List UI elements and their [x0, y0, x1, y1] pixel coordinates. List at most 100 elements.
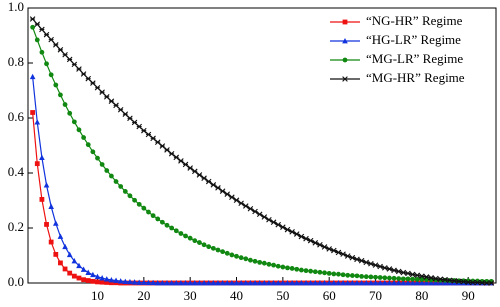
marker — [90, 149, 96, 155]
legend-marker — [342, 76, 348, 82]
marker — [159, 280, 166, 286]
marker — [229, 194, 235, 200]
marker — [192, 280, 198, 286]
marker — [405, 276, 411, 282]
marker — [414, 280, 421, 286]
marker — [108, 276, 115, 283]
marker — [29, 16, 36, 22]
marker — [409, 280, 416, 286]
marker — [164, 280, 170, 286]
marker — [326, 280, 332, 286]
series-line — [32, 76, 492, 284]
marker — [182, 161, 189, 168]
marker — [168, 150, 175, 157]
marker — [136, 123, 142, 130]
marker — [30, 24, 36, 30]
marker — [326, 246, 332, 252]
marker — [321, 280, 328, 286]
marker — [242, 203, 249, 209]
marker — [363, 280, 370, 286]
marker — [182, 280, 189, 286]
x-tick-label: 90 — [462, 288, 475, 303]
marker — [331, 247, 337, 254]
marker — [400, 276, 406, 282]
marker — [470, 279, 476, 286]
marker — [108, 98, 115, 105]
marker — [335, 280, 342, 286]
marker — [215, 185, 221, 191]
marker — [192, 168, 198, 175]
marker — [285, 265, 290, 271]
marker — [201, 242, 207, 248]
marker — [354, 256, 360, 263]
marker — [275, 280, 282, 286]
marker — [289, 229, 295, 235]
marker — [205, 280, 212, 286]
y-tick-label: 0.6 — [8, 109, 25, 124]
marker — [340, 272, 346, 278]
marker — [81, 135, 87, 140]
marker — [117, 278, 124, 284]
marker — [141, 205, 147, 211]
marker — [382, 275, 388, 281]
marker — [317, 241, 323, 248]
marker — [382, 265, 388, 271]
marker — [377, 280, 383, 286]
marker — [363, 274, 369, 280]
marker — [359, 274, 365, 279]
legend-marker — [342, 57, 348, 63]
marker — [410, 276, 415, 282]
marker — [196, 280, 203, 286]
marker — [303, 280, 309, 286]
x-tick-label: 10 — [91, 288, 104, 303]
marker — [368, 274, 374, 280]
marker — [363, 259, 370, 266]
marker — [400, 280, 407, 286]
marker — [155, 216, 161, 222]
marker — [210, 182, 217, 188]
marker — [154, 139, 161, 145]
marker — [391, 267, 397, 274]
marker — [85, 269, 92, 275]
marker — [446, 277, 453, 284]
marker — [386, 280, 393, 286]
marker — [127, 193, 133, 199]
marker — [99, 275, 105, 281]
legend-label: “HG-LR” Regime — [366, 32, 461, 47]
marker — [57, 47, 64, 53]
marker — [178, 231, 184, 236]
marker — [34, 161, 40, 167]
marker — [220, 249, 226, 255]
marker — [48, 203, 54, 209]
marker — [113, 179, 119, 184]
marker — [224, 250, 230, 256]
marker — [349, 273, 355, 278]
marker — [150, 213, 156, 219]
marker — [131, 279, 138, 285]
legend-label: “MG-HR” Regime — [366, 70, 465, 85]
marker — [109, 173, 114, 179]
marker — [196, 172, 203, 178]
marker — [312, 269, 318, 275]
marker — [201, 175, 207, 182]
marker — [372, 280, 379, 286]
marker — [326, 270, 332, 276]
marker — [344, 280, 351, 286]
marker — [53, 220, 59, 226]
x-tick-label: 40 — [230, 288, 243, 303]
marker — [187, 165, 193, 171]
marker — [136, 201, 142, 207]
marker — [317, 280, 323, 286]
marker — [242, 280, 249, 286]
marker — [154, 280, 161, 286]
legend-marker — [342, 19, 348, 25]
marker — [94, 84, 101, 91]
y-tick-label: 0.0 — [8, 274, 24, 289]
x-tick-label: 50 — [276, 288, 289, 303]
marker — [298, 267, 304, 273]
marker — [409, 271, 416, 278]
marker — [414, 277, 420, 282]
marker — [229, 252, 235, 258]
marker — [419, 277, 425, 282]
